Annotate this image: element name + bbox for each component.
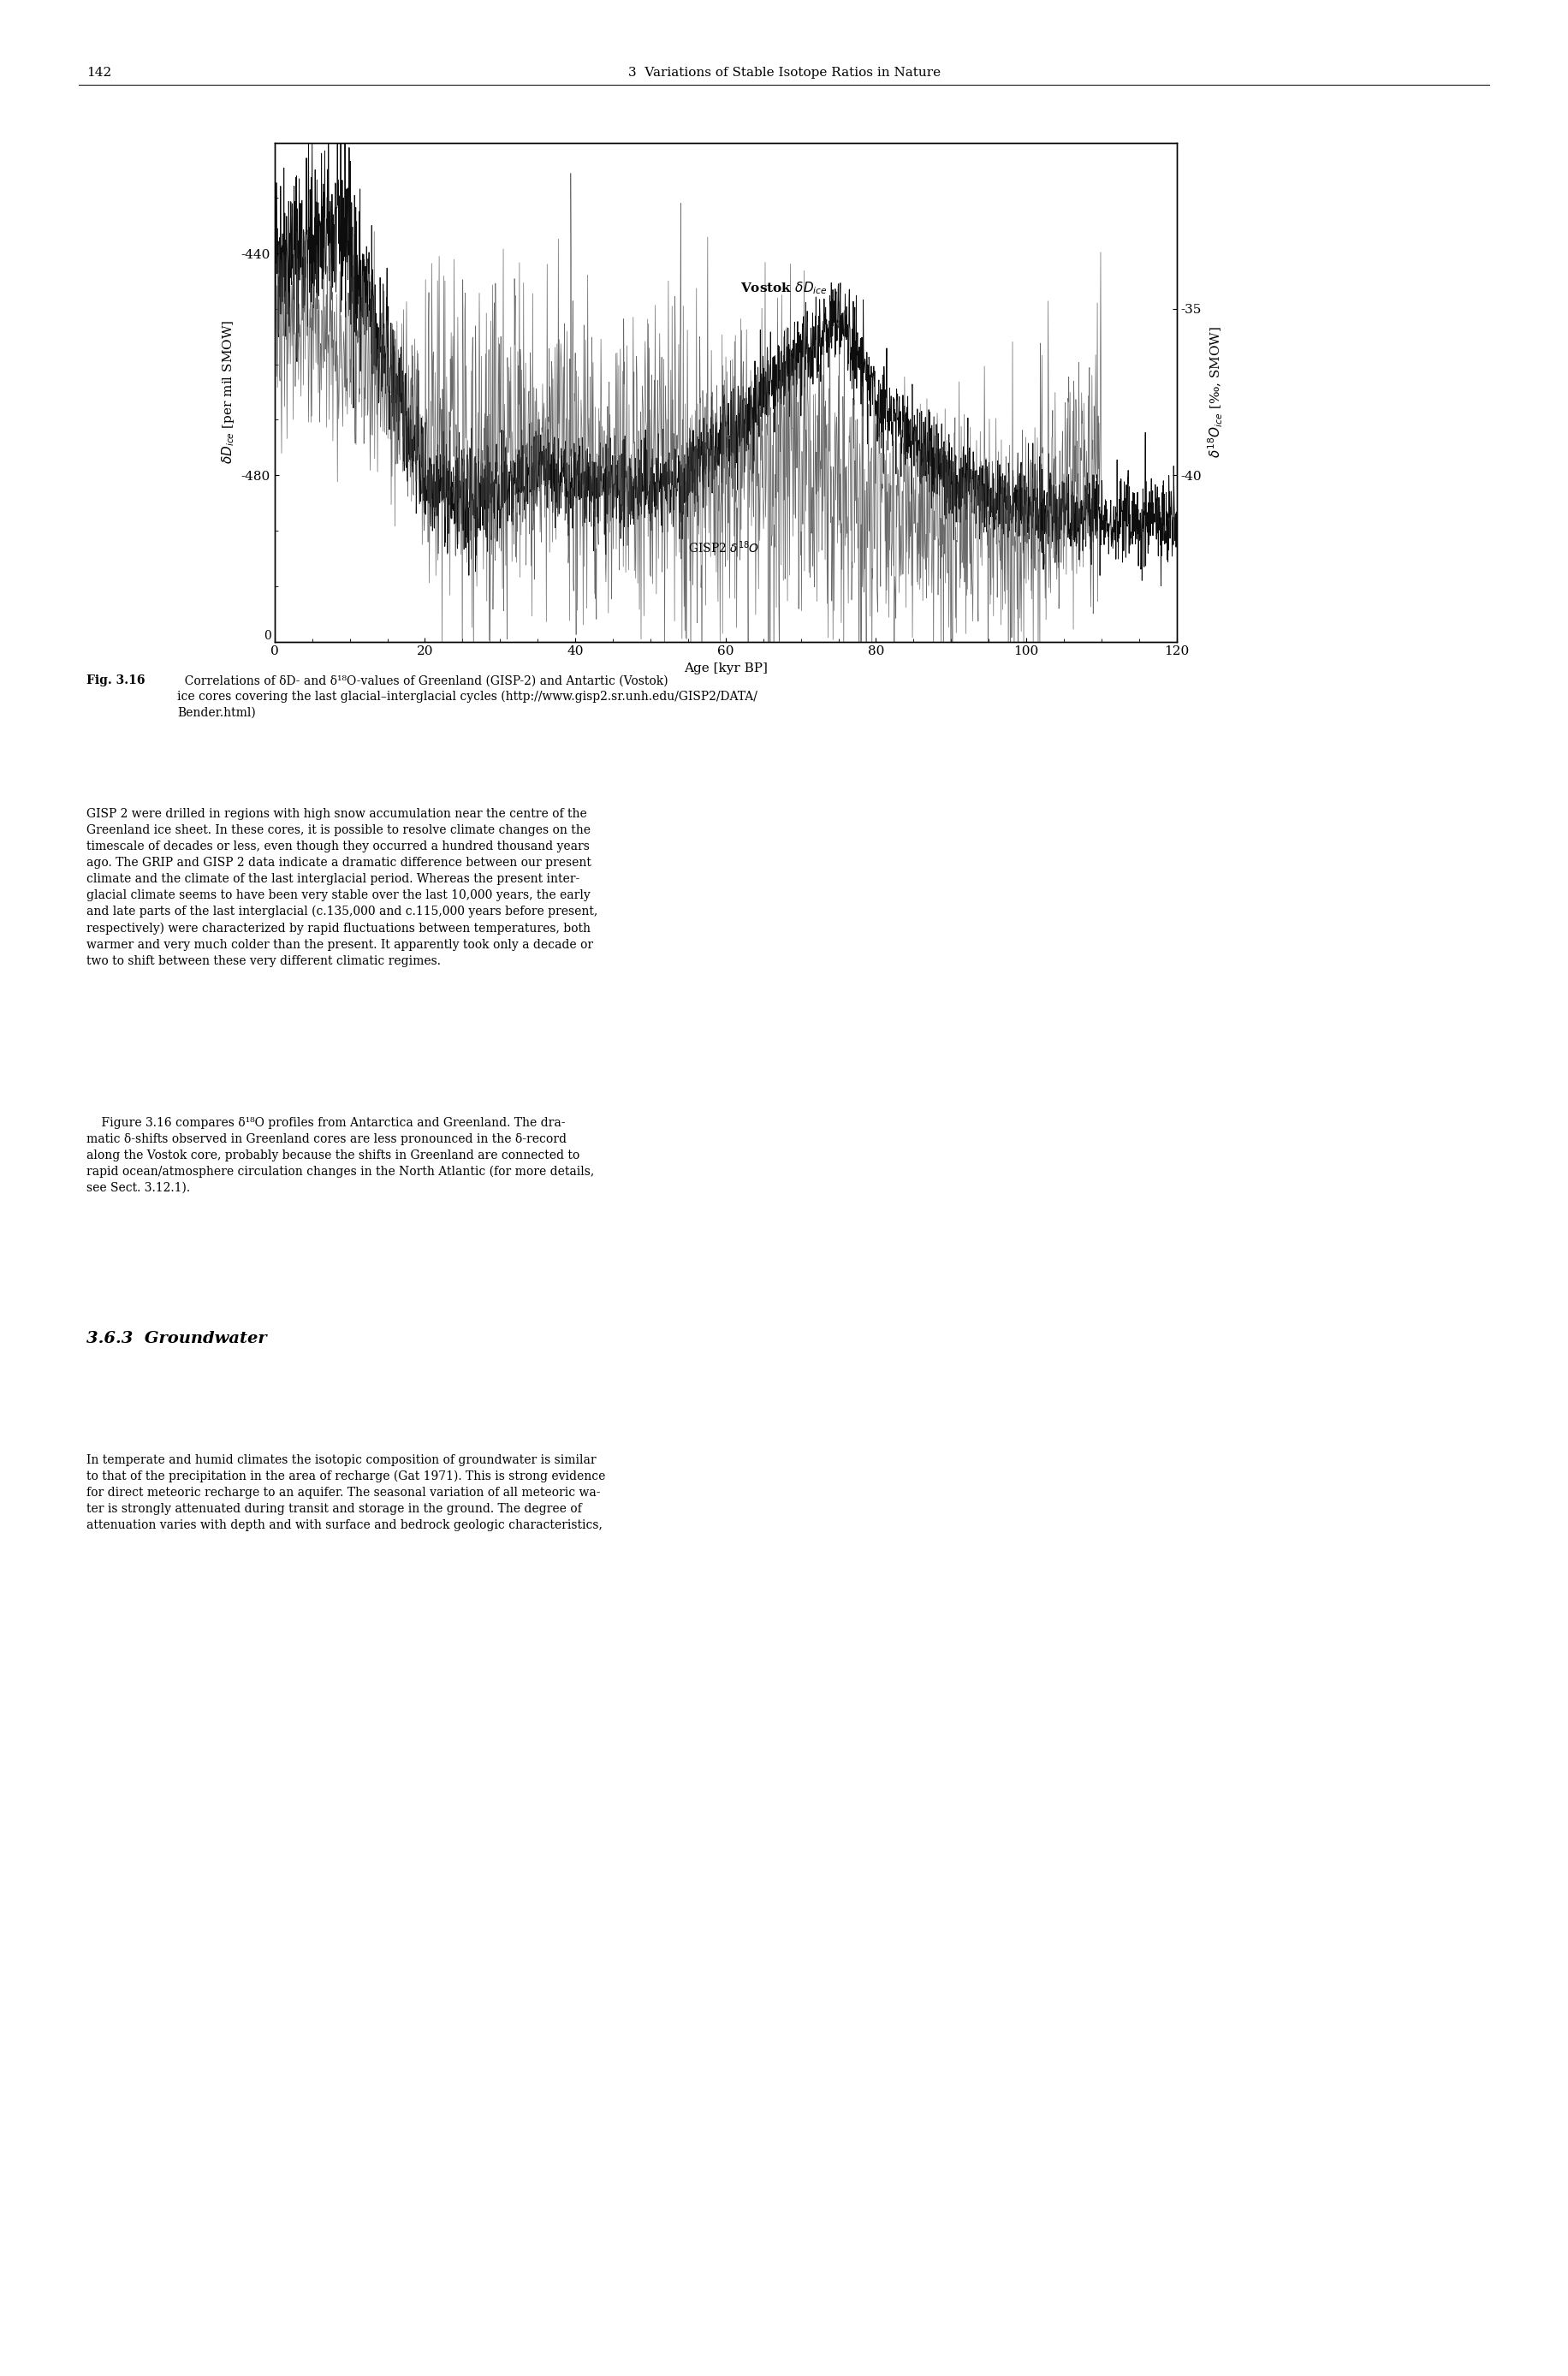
X-axis label: Age [kyr BP]: Age [kyr BP] bbox=[684, 663, 767, 675]
Text: 3.6.3  Groundwater: 3.6.3 Groundwater bbox=[86, 1331, 267, 1345]
Text: GISP2 $\delta^{18}O$: GISP2 $\delta^{18}O$ bbox=[688, 539, 759, 556]
Text: Correlations of δD- and δ¹⁸O-values of Greenland (GISP-2) and Antartic (Vostok)
: Correlations of δD- and δ¹⁸O-values of G… bbox=[177, 675, 757, 718]
Y-axis label: $\delta^{18}O_{ice}$ [‰, SMOW]: $\delta^{18}O_{ice}$ [‰, SMOW] bbox=[1206, 326, 1225, 459]
Y-axis label: $\delta D_{ice}$ [per mil SMOW]: $\delta D_{ice}$ [per mil SMOW] bbox=[220, 321, 237, 463]
Text: 142: 142 bbox=[86, 67, 111, 78]
Text: 0: 0 bbox=[263, 630, 271, 642]
Text: Figure 3.16 compares δ¹⁸O profiles from Antarctica and Greenland. The dra-
matic: Figure 3.16 compares δ¹⁸O profiles from … bbox=[86, 1117, 594, 1195]
Text: 3  Variations of Stable Isotope Ratios in Nature: 3 Variations of Stable Isotope Ratios in… bbox=[627, 67, 941, 78]
Text: Vostok $\delta D_{ice}$: Vostok $\delta D_{ice}$ bbox=[740, 280, 828, 297]
Text: GISP 2 were drilled in regions with high snow accumulation near the centre of th: GISP 2 were drilled in regions with high… bbox=[86, 808, 597, 967]
Text: In temperate and humid climates the isotopic composition of groundwater is simil: In temperate and humid climates the isot… bbox=[86, 1454, 605, 1533]
Text: Fig. 3.16: Fig. 3.16 bbox=[86, 675, 144, 687]
